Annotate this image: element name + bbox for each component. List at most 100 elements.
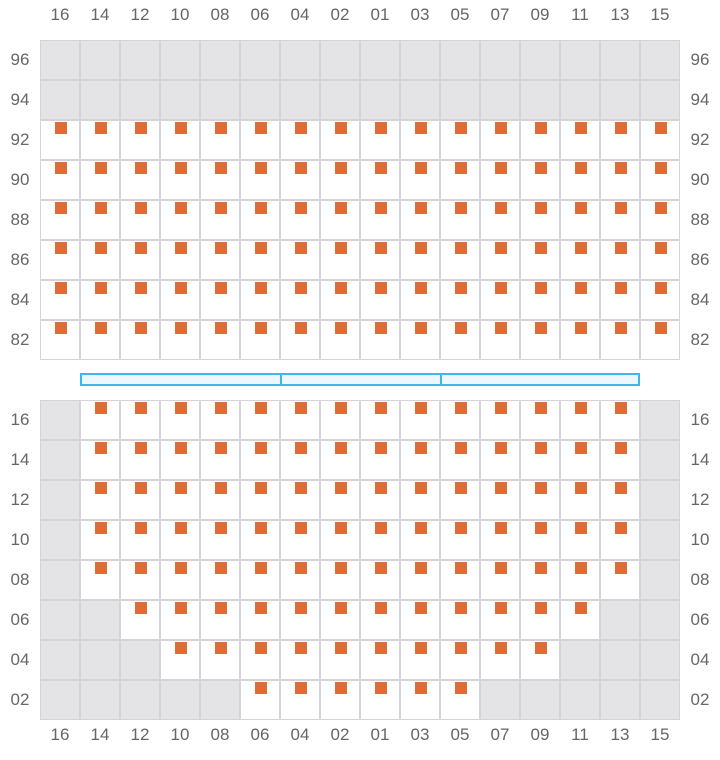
seat-88-07[interactable] — [495, 202, 507, 214]
seat-14-06[interactable] — [255, 442, 267, 454]
seat-08-03[interactable] — [415, 562, 427, 574]
seat-84-11[interactable] — [575, 282, 587, 294]
seat-90-03[interactable] — [415, 162, 427, 174]
seat-92-03[interactable] — [415, 122, 427, 134]
seat-86-13[interactable] — [615, 242, 627, 254]
seat-82-15[interactable] — [655, 322, 667, 334]
seat-06-12[interactable] — [135, 602, 147, 614]
seat-90-06[interactable] — [255, 162, 267, 174]
seat-90-08[interactable] — [215, 162, 227, 174]
seat-90-02[interactable] — [335, 162, 347, 174]
seat-02-02[interactable] — [335, 682, 347, 694]
seat-88-14[interactable] — [95, 202, 107, 214]
seat-12-14[interactable] — [95, 482, 107, 494]
seat-06-09[interactable] — [535, 602, 547, 614]
seat-16-13[interactable] — [615, 402, 627, 414]
seat-08-10[interactable] — [175, 562, 187, 574]
seat-02-05[interactable] — [455, 682, 467, 694]
seat-04-09[interactable] — [535, 642, 547, 654]
seat-10-05[interactable] — [455, 522, 467, 534]
seat-14-12[interactable] — [135, 442, 147, 454]
seat-16-08[interactable] — [215, 402, 227, 414]
seat-92-10[interactable] — [175, 122, 187, 134]
seat-12-01[interactable] — [375, 482, 387, 494]
seat-14-10[interactable] — [175, 442, 187, 454]
seat-06-02[interactable] — [335, 602, 347, 614]
seat-82-13[interactable] — [615, 322, 627, 334]
seat-84-03[interactable] — [415, 282, 427, 294]
seat-86-05[interactable] — [455, 242, 467, 254]
seat-14-04[interactable] — [295, 442, 307, 454]
seat-92-16[interactable] — [55, 122, 67, 134]
seat-06-10[interactable] — [175, 602, 187, 614]
seat-04-01[interactable] — [375, 642, 387, 654]
seat-82-02[interactable] — [335, 322, 347, 334]
seat-88-06[interactable] — [255, 202, 267, 214]
seat-06-06[interactable] — [255, 602, 267, 614]
seat-10-03[interactable] — [415, 522, 427, 534]
seat-90-12[interactable] — [135, 162, 147, 174]
seat-12-08[interactable] — [215, 482, 227, 494]
seat-02-03[interactable] — [415, 682, 427, 694]
seat-06-04[interactable] — [295, 602, 307, 614]
seat-86-16[interactable] — [55, 242, 67, 254]
seat-84-10[interactable] — [175, 282, 187, 294]
seat-10-12[interactable] — [135, 522, 147, 534]
seat-92-07[interactable] — [495, 122, 507, 134]
seat-86-07[interactable] — [495, 242, 507, 254]
seat-06-07[interactable] — [495, 602, 507, 614]
seat-06-01[interactable] — [375, 602, 387, 614]
seat-02-04[interactable] — [295, 682, 307, 694]
seat-04-10[interactable] — [175, 642, 187, 654]
seat-04-05[interactable] — [455, 642, 467, 654]
seat-06-11[interactable] — [575, 602, 587, 614]
seat-88-02[interactable] — [335, 202, 347, 214]
seat-10-13[interactable] — [615, 522, 627, 534]
seat-04-06[interactable] — [255, 642, 267, 654]
seat-06-05[interactable] — [455, 602, 467, 614]
seat-14-02[interactable] — [335, 442, 347, 454]
seat-12-11[interactable] — [575, 482, 587, 494]
seat-86-02[interactable] — [335, 242, 347, 254]
seat-84-02[interactable] — [335, 282, 347, 294]
seat-08-08[interactable] — [215, 562, 227, 574]
seat-86-03[interactable] — [415, 242, 427, 254]
seat-04-03[interactable] — [415, 642, 427, 654]
seat-10-09[interactable] — [535, 522, 547, 534]
seat-84-01[interactable] — [375, 282, 387, 294]
seat-02-06[interactable] — [255, 682, 267, 694]
seat-86-06[interactable] — [255, 242, 267, 254]
seat-88-12[interactable] — [135, 202, 147, 214]
seat-92-15[interactable] — [655, 122, 667, 134]
seat-92-06[interactable] — [255, 122, 267, 134]
seat-08-05[interactable] — [455, 562, 467, 574]
seat-90-04[interactable] — [295, 162, 307, 174]
seat-88-13[interactable] — [615, 202, 627, 214]
seat-08-01[interactable] — [375, 562, 387, 574]
seat-82-09[interactable] — [535, 322, 547, 334]
seat-08-12[interactable] — [135, 562, 147, 574]
seat-84-06[interactable] — [255, 282, 267, 294]
seat-88-01[interactable] — [375, 202, 387, 214]
seat-12-12[interactable] — [135, 482, 147, 494]
seat-08-06[interactable] — [255, 562, 267, 574]
seat-12-05[interactable] — [455, 482, 467, 494]
seat-86-04[interactable] — [295, 242, 307, 254]
seat-14-11[interactable] — [575, 442, 587, 454]
seat-82-01[interactable] — [375, 322, 387, 334]
seat-10-14[interactable] — [95, 522, 107, 534]
seat-84-14[interactable] — [95, 282, 107, 294]
seat-84-04[interactable] — [295, 282, 307, 294]
seat-12-10[interactable] — [175, 482, 187, 494]
seat-86-10[interactable] — [175, 242, 187, 254]
seat-82-08[interactable] — [215, 322, 227, 334]
seat-14-05[interactable] — [455, 442, 467, 454]
seat-82-14[interactable] — [95, 322, 107, 334]
seat-16-12[interactable] — [135, 402, 147, 414]
seat-92-08[interactable] — [215, 122, 227, 134]
seat-92-01[interactable] — [375, 122, 387, 134]
seat-14-07[interactable] — [495, 442, 507, 454]
seat-92-04[interactable] — [295, 122, 307, 134]
seat-84-09[interactable] — [535, 282, 547, 294]
seat-16-01[interactable] — [375, 402, 387, 414]
